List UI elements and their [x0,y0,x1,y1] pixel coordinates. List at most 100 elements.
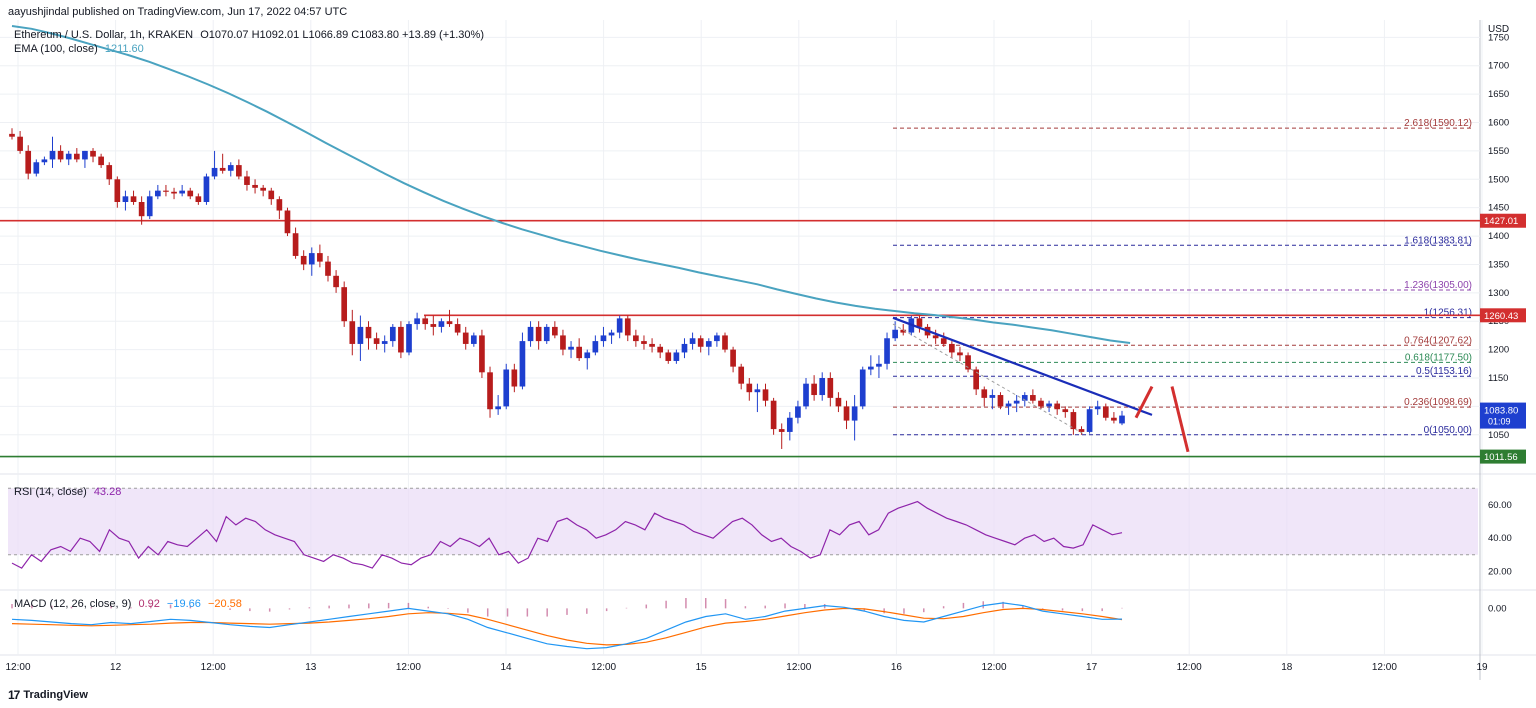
candle-body [33,162,40,174]
price-tick-label: 1200 [1488,345,1509,356]
time-tick-label: 13 [305,662,317,673]
tradingview-logo[interactable]: 17 TradingView [8,688,88,702]
candle-body [795,406,801,418]
candle-body [414,318,420,325]
candle-body [1030,395,1036,401]
candle-body [454,324,461,333]
candle-body [511,369,518,387]
candle-body [292,233,299,256]
candle-body [535,326,542,342]
candle-body [1038,400,1044,407]
candle-body [146,196,153,217]
last-price-tag [1480,402,1526,429]
candle-body [770,400,777,430]
fib-level-label: 1.236(1305.00) [1404,280,1472,291]
candle-body [916,318,923,327]
candle-body [892,329,898,339]
candle-body [227,165,234,171]
candle-body [406,324,412,353]
symbol-legend[interactable]: Ethereum / U.S. Dollar, 1h, KRAKEN O1070… [14,29,484,41]
candle-body [341,287,348,322]
price-tick-label: 1650 [1488,89,1509,100]
price-tick-label: 1700 [1488,61,1509,72]
price-tick-label: 1150 [1488,373,1508,384]
candle-body [681,343,688,353]
ema-legend[interactable]: EMA (100, close) 1211.60 [14,43,144,55]
candle-body [57,150,64,160]
candle-body [689,338,696,344]
candle-body [446,321,453,325]
time-tick-label: 19 [1476,662,1488,673]
time-tick-label: 12:00 [1177,662,1202,673]
candle-body [786,417,793,432]
candle-body [236,165,242,177]
candle-body [884,338,890,364]
candle-body [495,406,501,410]
candle-body [1102,406,1109,418]
level-price-tag [1480,308,1526,323]
candle-body [389,326,396,342]
candle-body [438,321,445,327]
price-tick-label: 1450 [1488,203,1509,214]
candle-body [171,191,177,194]
fib-level-label: 1(1256.31) [1424,308,1472,319]
candle-body [98,156,104,166]
candle-body [1111,417,1117,421]
time-tick-label: 14 [500,662,512,673]
candle-body [576,346,582,359]
candle-body [130,196,137,202]
candle-body [641,341,647,344]
candle-body [49,150,56,160]
macd-signal-value: −20.58 [207,598,242,610]
candle-body [284,210,291,234]
tradingview-logo-icon: 17 [8,688,20,702]
candle-body [187,190,194,197]
candle-body [616,318,623,333]
candle-body [568,346,574,350]
time-tick-label: 12:00 [981,662,1006,673]
candle-body [260,187,267,191]
time-tick-label: 16 [891,662,903,673]
candle-body [714,335,720,342]
candle-body [730,349,736,367]
price-tick-label: 1550 [1488,146,1509,157]
ema-value: 1211.60 [104,43,144,55]
candle-body [308,253,315,265]
macd-line [11,602,1123,650]
candle-body [819,378,826,396]
fib-level-label: 0(1050.00) [1424,425,1472,436]
price-tick-label: 1600 [1488,118,1509,129]
price-tick-label: 1750 [1488,32,1509,43]
price-axis-unit: USD [1488,24,1510,35]
candle-body [965,355,971,370]
candle-body [876,363,882,367]
time-tick-label: 15 [696,662,708,673]
candle-body [65,153,72,160]
time-tick-label: 12:00 [396,662,421,673]
candle-body [835,397,842,407]
candle-body [1119,415,1125,424]
candle-body [155,190,161,197]
macd-legend[interactable]: MACD (12, 26, close, 9) 0.92 −19.66 −20.… [14,598,242,610]
candle-body [268,190,275,200]
candle-body [1062,409,1069,413]
rsi-line [11,500,1123,569]
candle-body [673,352,680,361]
candle-body [163,190,169,192]
candle-body [41,159,48,163]
candle-body [762,389,769,401]
price-tick-label: 1400 [1488,231,1509,242]
time-tick-label: 12:00 [201,662,226,673]
candle-body [657,346,664,353]
candle-body [1070,412,1077,430]
rsi-legend[interactable]: RSI (14, close) 43.28 [14,486,121,498]
candle-body [1046,403,1052,407]
candle-body [211,167,218,177]
countdown-label: 01:09 [1488,417,1511,427]
candle-body [1086,409,1093,432]
publisher-line: aayushjindal published on TradingView.co… [8,6,348,18]
candle-body [811,383,817,396]
candle-body [949,343,955,353]
candle-body [665,352,672,361]
